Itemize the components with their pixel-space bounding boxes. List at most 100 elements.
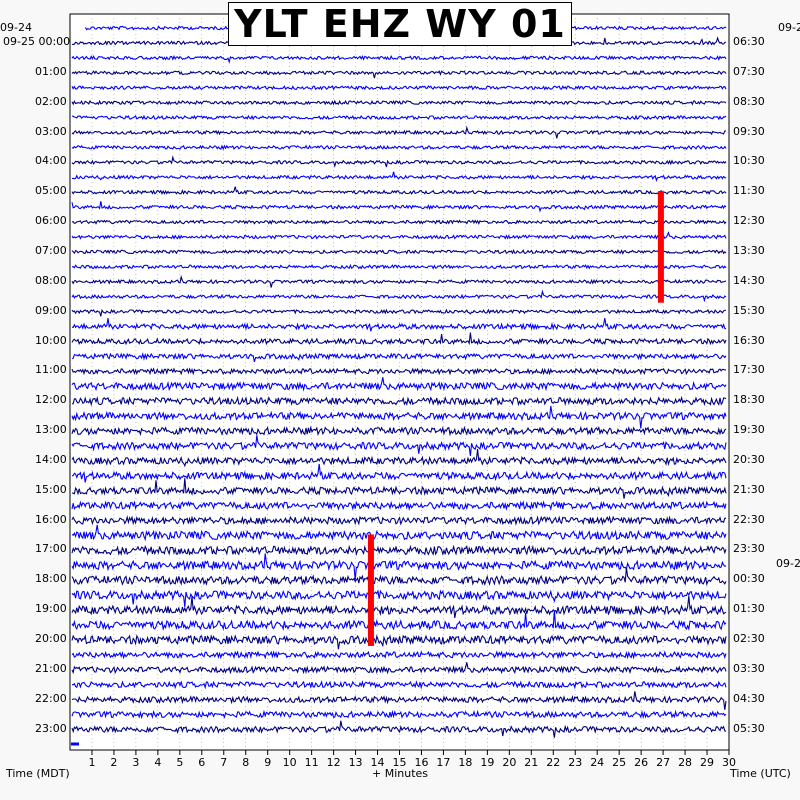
x-tick-label: 3 [132, 756, 139, 769]
seismic-trace-line [71, 435, 727, 456]
seismic-trace-line [71, 596, 727, 618]
seismic-trace-line [71, 70, 727, 79]
right-hour-label: 17:30 [733, 363, 765, 377]
x-tick-label: 27 [656, 756, 670, 769]
seismic-trace-line [71, 610, 727, 632]
left-hour-label: 16:00 [35, 512, 67, 526]
seismic-trace-line [71, 308, 727, 317]
seismic-trace-line [71, 99, 727, 106]
seismic-trace-line [71, 318, 727, 332]
seismic-trace-line [71, 249, 727, 255]
right-top-date: 09-2 [778, 21, 800, 34]
seismic-trace-line [71, 171, 727, 183]
seismic-trace-line [71, 634, 727, 650]
left-hour-label: 22:00 [35, 691, 67, 705]
x-tick-label: 30 [722, 756, 736, 769]
x-tick-label: 28 [678, 756, 692, 769]
right-hour-label: 14:30 [733, 273, 765, 287]
left-hour-label: 01:00 [35, 64, 67, 78]
seismic-trace-line [71, 351, 727, 363]
x-tick-label: 8 [242, 756, 249, 769]
seismic-trace-line [71, 425, 727, 437]
right-hour-label: 21:30 [733, 482, 765, 496]
x-tick-label: 4 [154, 756, 161, 769]
x-axis-label: + Minutes [372, 767, 429, 780]
seismic-trace-line [71, 544, 727, 557]
x-tick-label: 22 [546, 756, 560, 769]
chart-title: YLT EHZ WY 01 [234, 2, 566, 46]
seismic-trace-line [71, 219, 727, 225]
left-hour-label: 21:00 [35, 661, 67, 675]
x-tick-label: 29 [700, 756, 714, 769]
x-tick-label: 24 [590, 756, 604, 769]
seismic-trace-line [71, 463, 727, 483]
left-hour-label: 08:00 [35, 273, 67, 287]
left-hour-label: 09:00 [35, 303, 67, 317]
right-hour-label: 15:30 [733, 303, 765, 317]
seismic-trace-line [71, 155, 727, 168]
seismic-trace-line [71, 289, 727, 303]
seismic-trace-line [71, 274, 727, 288]
left-hour-label: 17:00 [35, 542, 67, 556]
x-tick-label: 12 [327, 756, 341, 769]
right-mid-date: 09-2 [776, 557, 800, 570]
seismic-trace-line [71, 114, 727, 121]
x-tick-label: 1 [88, 756, 95, 769]
left-hour-label: 05:00 [35, 184, 67, 198]
right-hour-label: 23:30 [733, 542, 765, 556]
x-tick-label: 2 [110, 756, 117, 769]
right-hour-label: 00:30 [733, 572, 765, 586]
right-hour-label: 16:30 [733, 333, 765, 347]
x-tick-label: 23 [568, 756, 582, 769]
x-tick-label: 5 [176, 756, 183, 769]
seismic-trace-line [71, 449, 727, 468]
left-hour-label: 15:00 [35, 482, 67, 496]
seismic-trace-line [71, 201, 727, 213]
left-top-date: 09-24 [0, 21, 32, 34]
x-tick-label: 11 [305, 756, 319, 769]
right-hour-label: 02:30 [733, 632, 765, 645]
seismic-trace-line [71, 524, 727, 542]
seismic-trace-line [71, 650, 727, 660]
left-hour-label: 11:00 [35, 363, 67, 377]
seismic-trace-line [71, 478, 727, 499]
x-tick-label: 10 [283, 756, 297, 769]
seismic-trace-line [71, 691, 727, 710]
event-marker [367, 534, 374, 646]
seismic-trace-line [71, 720, 727, 738]
right-hour-label: 03:30 [733, 661, 765, 675]
seismic-trace-line [71, 263, 727, 270]
left-hour-label: 07:00 [35, 243, 67, 257]
x-tick-label: 15 [393, 756, 407, 769]
right-hour-label: 01:30 [733, 602, 765, 616]
seismic-trace-line [71, 332, 727, 346]
seismic-trace-line [71, 144, 727, 151]
right-hour-label: 08:30 [733, 94, 765, 108]
seismic-trace-line [71, 680, 727, 690]
right-hour-label: 22:30 [733, 512, 765, 526]
left-hour-label: 14:00 [35, 452, 67, 466]
left-hour-label: 03:00 [35, 124, 67, 138]
right-hour-label: 18:30 [733, 393, 765, 407]
x-tick-label: 7 [220, 756, 227, 769]
right-hour-label: 20:30 [733, 452, 765, 466]
right-hour-label: 19:30 [733, 423, 765, 437]
left-hour-label: 20:00 [35, 632, 67, 645]
right-hour-label: 12:30 [733, 214, 765, 228]
seismic-trace-line [71, 709, 727, 720]
left-hour-label: 02:00 [35, 94, 67, 108]
left-hour-label: 12:00 [35, 393, 67, 407]
left-hour-label: 13:00 [35, 423, 67, 437]
x-tick-label: 18 [458, 756, 472, 769]
right-axis-label: Time (UTC) [730, 767, 791, 780]
seismic-trace-line [71, 567, 727, 587]
left-hour-label: 06:00 [35, 214, 67, 228]
right-hour-label: 11:30 [733, 184, 765, 198]
x-tick-label: 16 [414, 756, 428, 769]
x-tick-label: 21 [524, 756, 538, 769]
x-tick-label: 6 [198, 756, 205, 769]
left-hour-label: 18:00 [35, 572, 67, 586]
x-tick-label: 20 [502, 756, 516, 769]
seismic-trace-line [71, 125, 727, 139]
seismic-trace-line [71, 589, 727, 608]
